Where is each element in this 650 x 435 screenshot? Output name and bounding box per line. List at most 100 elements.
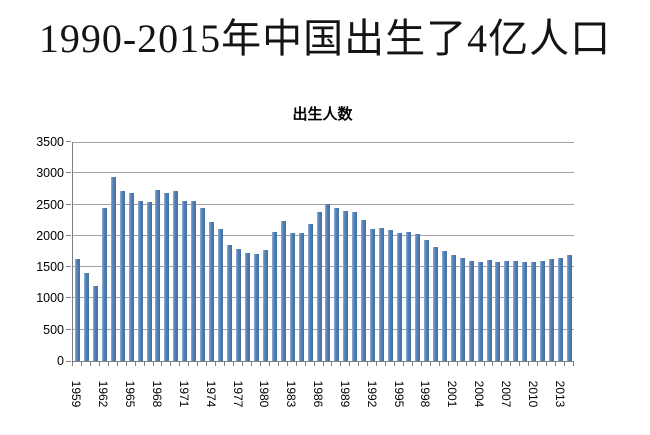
x-axis-tick (546, 362, 548, 366)
x-tick-label-2004: 2004 (472, 380, 487, 408)
bar-1992 (370, 228, 376, 361)
x-axis-tick (564, 362, 566, 366)
bar-1994 (388, 229, 394, 361)
bar-1960 (83, 273, 89, 361)
bar-2000 (441, 250, 447, 361)
chart-title: 出生人数 (292, 106, 353, 123)
bar-1998 (423, 240, 429, 361)
x-tick-label-1989: 1989 (337, 380, 352, 408)
bar-1978 (244, 252, 250, 361)
x-axis-tick (501, 362, 503, 366)
x-axis-tick (474, 362, 476, 366)
x-axis-tick (241, 362, 243, 366)
bar-1984 (298, 232, 304, 361)
x-tick-label-1959: 1959 (69, 380, 84, 408)
bar-2014 (567, 255, 573, 361)
bar-2001 (450, 254, 456, 361)
bar-1999 (432, 246, 438, 361)
gridline-3500 (73, 142, 574, 143)
x-tick-label-2013: 2013 (552, 380, 567, 408)
bar-1969 (164, 192, 170, 361)
y-tick-label-1500: 1500 (36, 260, 64, 275)
y-tick-label-3000: 3000 (36, 166, 64, 181)
bar-1981 (271, 231, 277, 361)
x-tick-label-1998: 1998 (418, 380, 433, 408)
bar-1995 (397, 232, 403, 361)
bar-1982 (280, 221, 286, 361)
bar-2011 (540, 260, 546, 361)
bar-1962 (101, 207, 107, 361)
bar-1959 (74, 258, 80, 361)
x-axis-tick (286, 362, 288, 366)
bar-2007 (504, 261, 510, 361)
y-tick-label-2000: 2000 (36, 228, 64, 243)
x-axis-tick (116, 362, 118, 366)
x-tick-label-1971: 1971 (176, 380, 191, 408)
bar-1988 (334, 208, 340, 361)
x-tick-label-1962: 1962 (96, 380, 111, 408)
gridline-2000 (73, 234, 574, 236)
y-axis-tick-0 (66, 361, 71, 362)
gridline-3000 (73, 172, 574, 174)
bar-1993 (379, 228, 385, 361)
x-axis-tick (340, 362, 342, 366)
gridline-2500 (73, 203, 574, 205)
y-tick-label-500: 500 (43, 322, 64, 337)
x-tick-label-1995: 1995 (391, 380, 406, 408)
x-axis-tick (465, 362, 467, 366)
x-axis-tick (268, 362, 270, 366)
bar-1989 (343, 211, 349, 361)
x-axis-tick (80, 362, 82, 366)
y-axis-tick-1500 (66, 266, 71, 268)
bar-1972 (191, 201, 197, 361)
x-axis-tick (555, 362, 557, 366)
bar-1971 (182, 201, 188, 361)
x-tick-label-1986: 1986 (311, 380, 326, 408)
x-axis-tick (492, 362, 494, 366)
y-tick-label-1000: 1000 (36, 291, 64, 306)
x-tick-label-1974: 1974 (203, 380, 218, 408)
x-axis-tick (447, 362, 449, 366)
x-tick-label-1983: 1983 (284, 380, 299, 408)
x-tick-label-2001: 2001 (445, 380, 460, 408)
x-axis-tick (125, 362, 127, 366)
x-axis-tick (331, 362, 333, 366)
x-tick-label-2010: 2010 (525, 380, 540, 408)
x-axis-tick (295, 362, 297, 366)
x-axis-tick (152, 362, 154, 366)
bar-1986 (316, 212, 322, 361)
bar-1976 (227, 245, 233, 361)
x-axis-tick (429, 362, 431, 366)
x-axis-tick (411, 362, 413, 366)
bar-2008 (513, 260, 519, 361)
x-axis-tick (161, 362, 163, 366)
y-axis-tick-1000 (66, 297, 71, 299)
bar-2002 (459, 258, 465, 361)
x-axis-tick (394, 362, 396, 366)
bar-1974 (209, 221, 215, 361)
y-axis-tick-3500 (66, 141, 71, 142)
bar-1991 (361, 220, 367, 361)
bar-1997 (414, 234, 420, 361)
x-tick-label-1992: 1992 (364, 380, 379, 408)
bar-1966 (137, 201, 143, 361)
bar-1996 (405, 232, 411, 361)
gridline-500 (73, 328, 574, 330)
x-axis-tick (519, 362, 521, 366)
y-tick-label-2500: 2500 (36, 197, 64, 212)
bar-1975 (218, 229, 224, 361)
x-axis-tick (170, 362, 172, 366)
x-axis-tick (72, 362, 73, 366)
main-title: 1990-2015年中国出生了4亿人口 (38, 16, 612, 61)
y-axis-tick-500 (66, 328, 71, 330)
bar-1985 (307, 223, 313, 361)
bar-1963 (110, 177, 116, 361)
x-axis-tick (537, 362, 539, 366)
x-axis-tick (322, 362, 324, 366)
bar-2005 (486, 260, 492, 361)
bar-1980 (262, 249, 268, 361)
x-axis-tick (179, 362, 181, 366)
bar-1983 (289, 232, 295, 361)
x-tick-label-1968: 1968 (149, 380, 164, 408)
